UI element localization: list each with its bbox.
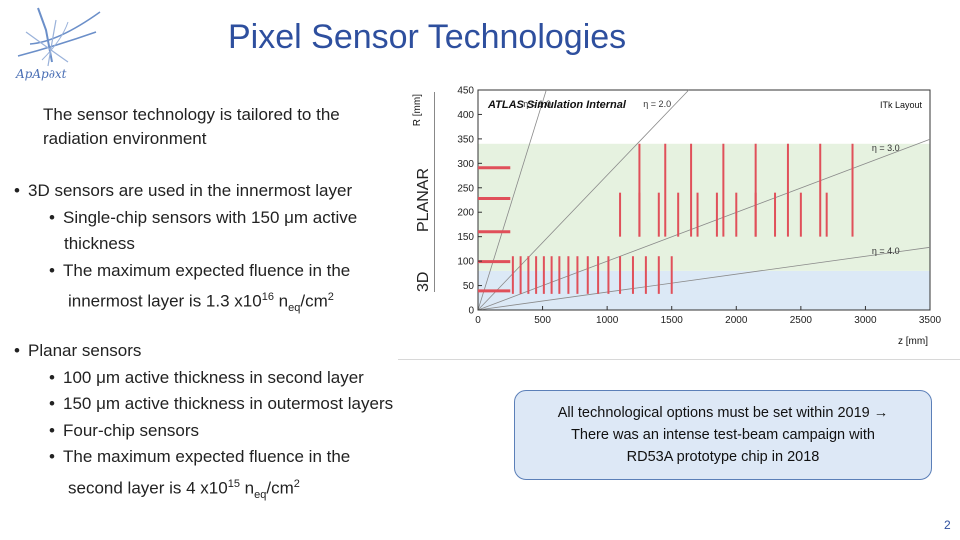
list-item-continuation: second layer is 4 x1015 neq/cm2 bbox=[68, 477, 300, 501]
planar-sensor-list: Planar sensors 100 μm active thickness i… bbox=[14, 338, 393, 508]
list-item: The maximum expected fluence in the bbox=[28, 444, 393, 471]
region-band-3d bbox=[478, 270, 930, 310]
timeline-callout: All technological options must be set wi… bbox=[514, 390, 932, 480]
x-tick-label: 3000 bbox=[854, 315, 877, 326]
x-tick-label: 1000 bbox=[596, 315, 619, 326]
region-divider bbox=[434, 92, 435, 292]
y-tick-label: 400 bbox=[457, 110, 474, 121]
y-tick-label: 200 bbox=[457, 208, 474, 219]
list-item: 150 μm active thickness in outermost lay… bbox=[28, 391, 393, 418]
y-axis-label: R [mm] bbox=[412, 94, 423, 126]
logo-text: ApAp∂xt bbox=[15, 67, 67, 81]
y-tick-label: 0 bbox=[468, 306, 474, 317]
region-band-planar bbox=[478, 143, 930, 271]
x-tick-label: 3500 bbox=[919, 315, 942, 326]
x-axis-label: z [mm] bbox=[898, 336, 928, 347]
list-item: Four-chip sensors bbox=[28, 418, 393, 445]
list-item-continuation: thickness bbox=[64, 234, 135, 253]
callout-line: There was an intense test-beam campaign … bbox=[571, 427, 875, 443]
eta-label: η = 3.0 bbox=[872, 143, 900, 153]
y-tick-label: 100 bbox=[457, 257, 474, 268]
y-tick-label: 300 bbox=[457, 159, 474, 170]
x-tick-label: 0 bbox=[475, 315, 481, 326]
institute-logo: ApAp∂xt bbox=[15, 7, 101, 81]
list-item: 100 μm active thickness in second layer bbox=[28, 365, 393, 392]
chart-title: ATLAS Simulation Internal bbox=[487, 99, 627, 111]
callout-line: RD53A prototype chip in 2018 bbox=[626, 449, 820, 465]
page-number: 2 bbox=[944, 518, 951, 532]
y-tick-label: 450 bbox=[457, 86, 474, 97]
itk-layout-chart: η = 1.0 η = 2.0η = 3.0η = 4.00 500 1000 1500… bbox=[412, 86, 942, 348]
intro-text: The sensor technology is tailored to the… bbox=[43, 105, 340, 148]
list-item: The maximum expected fluence in the bbox=[28, 258, 357, 285]
x-tick-label: 2500 bbox=[790, 315, 813, 326]
list-item-continuation: innermost layer is 1.3 x1016 neq/cm2 bbox=[68, 291, 334, 315]
list-item: Planar sensors bbox=[14, 338, 393, 365]
callout-line: All technological options must be set wi… bbox=[557, 405, 889, 421]
x-tick-label: 1500 bbox=[661, 315, 684, 326]
eta-line bbox=[477, 138, 931, 311]
divider-line bbox=[398, 359, 960, 360]
eta-line bbox=[477, 246, 931, 311]
y-tick-label: 350 bbox=[457, 134, 474, 145]
eta-label: η = 4.0 bbox=[872, 246, 900, 256]
y-tick-label: 150 bbox=[457, 232, 474, 243]
list-item: Single-chip sensors with 150 μm active bbox=[28, 205, 357, 232]
eta-label: η = 1.0 bbox=[523, 99, 551, 109]
eta-line bbox=[477, 89, 547, 311]
3d-sensor-list: 3D sensors are used in the innermost lay… bbox=[14, 178, 357, 322]
eta-label: η = 2.0 bbox=[643, 99, 671, 109]
page-title: Pixel Sensor Technologies bbox=[228, 18, 627, 56]
x-tick-label: 2000 bbox=[725, 315, 748, 326]
y-tick-label: 50 bbox=[463, 281, 475, 292]
y-tick-label: 250 bbox=[457, 183, 474, 194]
x-tick-label: 500 bbox=[534, 315, 551, 326]
chart-subtitle: ITk Layout bbox=[880, 100, 923, 110]
list-item: 3D sensors are used in the innermost lay… bbox=[14, 178, 357, 205]
